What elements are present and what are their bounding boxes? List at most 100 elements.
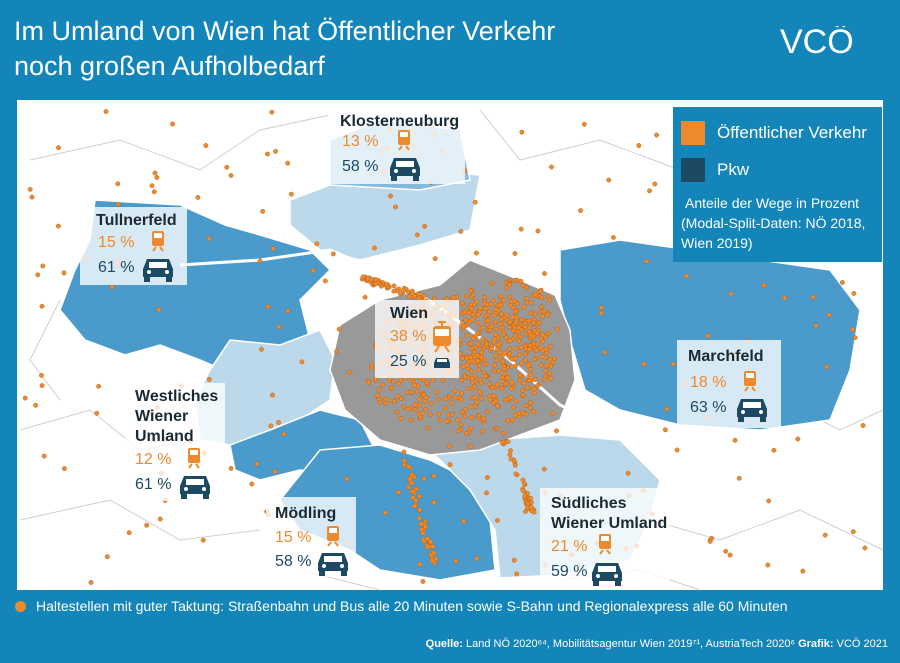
transit-stop xyxy=(458,228,464,234)
train-icon xyxy=(398,130,410,151)
transit-stop xyxy=(503,381,509,386)
transit-stop xyxy=(512,462,518,468)
transit-stop xyxy=(463,406,469,412)
transit-stop xyxy=(507,452,513,458)
transit-stop xyxy=(481,295,487,300)
transit-stop xyxy=(540,332,545,338)
transit-stop xyxy=(513,398,519,404)
transit-stop xyxy=(521,392,526,398)
transit-stop xyxy=(504,285,510,291)
legend-note-line-3: Wien 2019) xyxy=(681,235,753,251)
transit-stop xyxy=(452,388,458,394)
transit-stop xyxy=(528,504,534,510)
transit-stop xyxy=(487,381,493,387)
transit-stop xyxy=(538,345,544,351)
transit-stop xyxy=(498,316,504,322)
transit-stop xyxy=(152,170,158,176)
transit-stop xyxy=(520,282,526,288)
transit-stop xyxy=(471,336,477,342)
transit-stop xyxy=(510,314,516,320)
transit-stop xyxy=(514,277,520,283)
transit-stop xyxy=(475,320,481,326)
transit-stop xyxy=(508,299,514,305)
transit-stop xyxy=(432,256,438,262)
transit-stop xyxy=(525,363,531,369)
region-tullnerfeld-pt: 15 % xyxy=(98,234,135,251)
transit-stop xyxy=(509,363,515,369)
region-wien-pt: 38 % xyxy=(390,328,427,345)
transit-stop xyxy=(652,181,658,187)
train-icon xyxy=(152,231,164,252)
transit-stop xyxy=(541,308,547,314)
transit-stop xyxy=(419,410,425,416)
transit-stop xyxy=(782,295,787,301)
transit-stop xyxy=(771,447,777,453)
transit-stop xyxy=(412,503,417,509)
transit-stop xyxy=(497,321,503,327)
transit-stop xyxy=(512,333,518,339)
transit-stop xyxy=(502,350,508,356)
transit-stop xyxy=(527,405,533,411)
transit-stop xyxy=(373,277,378,282)
transit-stop xyxy=(505,418,511,424)
transit-stop xyxy=(641,361,647,367)
transit-stop xyxy=(528,372,534,378)
transit-stop xyxy=(273,149,278,154)
transit-stop xyxy=(548,344,553,350)
vco-logo: VCÖ xyxy=(780,26,854,56)
transit-stop xyxy=(39,383,45,388)
transit-stop xyxy=(493,353,499,359)
transit-stop xyxy=(484,475,490,480)
transit-stop xyxy=(330,251,336,257)
transit-stop xyxy=(206,236,212,241)
transit-stop xyxy=(606,177,612,183)
transit-stop xyxy=(459,391,464,396)
transit-stop xyxy=(654,132,659,138)
transit-stop xyxy=(519,360,525,366)
transit-stop xyxy=(429,553,434,559)
transit-stop xyxy=(670,361,676,367)
transit-stop xyxy=(528,495,534,501)
transit-stop xyxy=(509,386,515,392)
transit-stop xyxy=(487,309,493,314)
transit-stop xyxy=(144,522,150,528)
region-suedliches-pt: 21 % xyxy=(551,538,588,555)
legend-label-pt: Öffentlicher Verkehr xyxy=(717,123,867,142)
transit-stop xyxy=(402,462,407,468)
transit-stop xyxy=(418,521,424,527)
panel-westliches-umland xyxy=(125,383,225,501)
transit-stop xyxy=(393,204,398,210)
transit-stop xyxy=(464,332,470,338)
source-text: Land NÖ 2020⁶⁴, Mobilitätsagentur Wien 2… xyxy=(466,638,796,650)
transit-stop xyxy=(373,281,379,287)
transit-stop xyxy=(535,383,540,389)
transit-stop xyxy=(390,379,396,385)
region-tullnerfeld-name: Tullnerfeld xyxy=(96,212,177,229)
transit-stop xyxy=(254,461,260,467)
transit-stop xyxy=(664,406,670,412)
transit-stop xyxy=(491,368,497,374)
region-westliches-name-2: Wiener xyxy=(135,408,189,425)
transit-stop xyxy=(478,395,484,401)
transit-stop xyxy=(518,226,524,232)
transit-stop xyxy=(488,301,494,307)
transit-stop xyxy=(500,358,505,364)
transit-stop xyxy=(29,194,35,200)
transit-stop xyxy=(94,410,100,416)
transit-stop xyxy=(451,294,457,300)
transit-stop xyxy=(422,223,428,229)
transit-stop xyxy=(417,494,422,499)
transit-stop xyxy=(149,183,155,189)
transit-stop xyxy=(507,319,513,325)
transit-stop xyxy=(383,510,388,516)
tram-icon xyxy=(433,321,451,353)
transit-stop xyxy=(488,324,494,330)
car-icon xyxy=(737,399,767,422)
transit-stop xyxy=(531,409,536,415)
transit-stop xyxy=(88,580,94,585)
transit-stop xyxy=(524,285,529,291)
transit-stop xyxy=(533,311,538,317)
transit-stop xyxy=(431,473,437,479)
region-westliches-pt: 12 % xyxy=(135,451,172,468)
transit-stop xyxy=(528,400,533,405)
